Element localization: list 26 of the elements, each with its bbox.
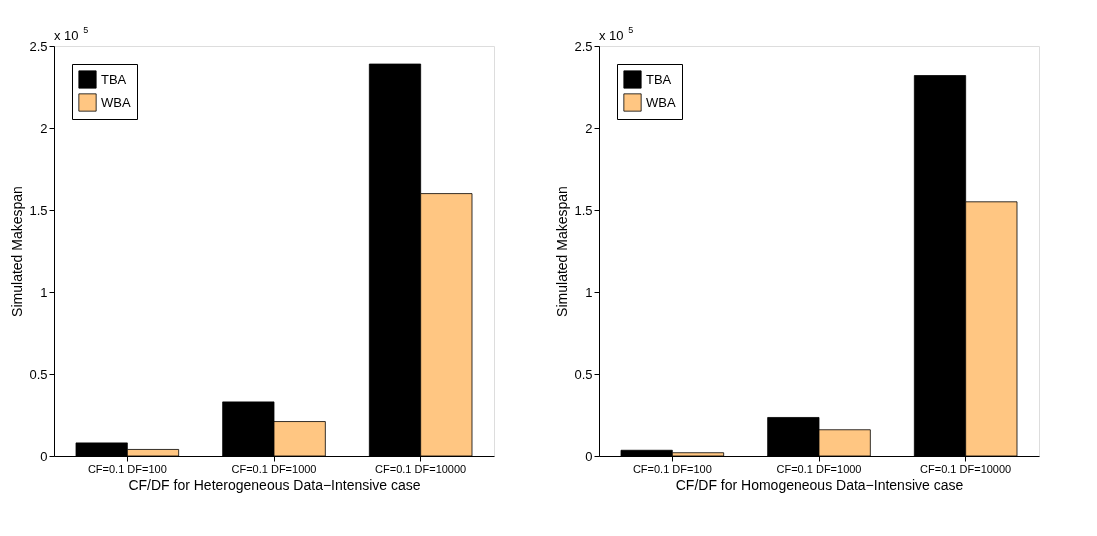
x-tick-label: CF=0.1 DF=100: [87, 462, 167, 475]
legend-label: TBA: [101, 71, 127, 87]
y-tick-label: 1: [40, 284, 48, 300]
y-axis-title: Simulated Makespan: [9, 186, 26, 317]
y-tick-label: 2: [40, 120, 48, 136]
legend-label: TBA: [646, 71, 672, 87]
y-axis-title: Simulated Makespan: [554, 186, 571, 317]
x-axis-title: CF/DF for Homogeneous Data−Intensive case: [675, 476, 964, 493]
y-tick-label: 2: [585, 120, 593, 136]
y-tick-label: 1.5: [574, 202, 593, 218]
legend-label: WBA: [101, 94, 131, 110]
y-tick-label: 2.5: [574, 38, 593, 54]
x-tick-label: CF=0.1 DF=1000: [231, 462, 317, 475]
y-tick-label: 2.5: [29, 38, 48, 54]
x-tick-label: CF=0.1 DF=1000: [776, 462, 862, 475]
x-tick-label: CF=0.1 DF=100: [632, 462, 712, 475]
legend-label: WBA: [646, 94, 676, 110]
y-tick-label: 0: [40, 448, 48, 464]
x-tick-label: CF=0.1 DF=10000: [920, 462, 1012, 475]
y-tick-label: 0.5: [574, 366, 593, 382]
y-tick-label: 0.5: [29, 366, 48, 382]
y-tick-label: 0: [585, 448, 593, 464]
x-axis-title: CF/DF for Heterogeneous Data−Intensive case: [128, 476, 421, 493]
x-tick-label: CF=0.1 DF=10000: [375, 462, 467, 475]
y-tick-label: 1.5: [29, 202, 48, 218]
y-tick-label: 1: [585, 284, 593, 300]
